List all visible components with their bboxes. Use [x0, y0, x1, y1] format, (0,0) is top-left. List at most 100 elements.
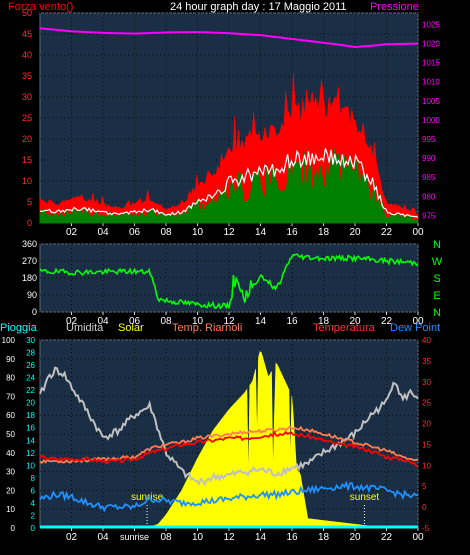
wind-y-axis: 0 5 10 15 20 25 30 35 40 45 50 — [22, 8, 32, 228]
legend-dew-point: Dew Point — [390, 322, 440, 334]
y-tick-label: 975 — [422, 211, 436, 220]
y-tick-label: 985 — [422, 173, 436, 182]
legend-umidita: Umidita — [66, 322, 104, 334]
direction-y-axis: 0 90 180 270 360 — [22, 239, 37, 317]
y-tick-label: 80 — [6, 374, 15, 383]
x-tick-label: 02 — [66, 227, 78, 238]
y-tick-label: 0 — [27, 218, 32, 228]
y-tick-label: 90 — [27, 290, 37, 300]
y-tick-label: 35 — [22, 71, 32, 81]
legend-solar: Solar — [118, 322, 144, 334]
y-tick-label: 8 — [31, 474, 36, 483]
compass-label: N — [433, 307, 441, 319]
y-tick-label: 0 — [422, 503, 427, 512]
x-tick-label: 06 — [129, 316, 141, 327]
x-tick-label: 08 — [160, 227, 172, 238]
y-tick-label: 25 — [22, 113, 32, 123]
legend-pioggia: Pioggia — [0, 322, 38, 334]
y-tick-label: 25 — [422, 399, 431, 408]
y-tick-label: 270 — [22, 256, 37, 266]
y-tick-label: 15 — [422, 440, 431, 449]
y-tick-label: 990 — [422, 154, 436, 163]
x-tick-label: 22 — [381, 227, 393, 238]
x-tick-label: 14 — [255, 532, 267, 543]
wind-pressure-panel: 02 04 06 08 10 12 14 16 18 20 22 000510152025303540… — [22, 8, 440, 238]
x-tick-label: 18 — [318, 532, 330, 543]
compass-label: W — [432, 256, 443, 268]
pressure-line — [39, 27, 419, 49]
y-tick-label: 1025 — [422, 20, 440, 29]
y-tick-label: 10 — [22, 176, 32, 186]
y-tick-label: 0 — [11, 524, 16, 533]
y-tick-label: 180 — [22, 273, 37, 283]
y-tick-label: 1010 — [422, 78, 440, 87]
y-tick-label: 90 — [6, 355, 15, 364]
y-tick-label: 18 — [26, 411, 35, 420]
x-tick-label: 18 — [318, 316, 330, 327]
y-tick-label: -5 — [422, 524, 430, 533]
y-tick-label: 360 — [22, 239, 37, 249]
y-tick-label: 35 — [422, 357, 431, 366]
y-tick-label: 20 — [422, 420, 431, 429]
x-tick-label: 00 — [412, 316, 424, 327]
y-tick-label: 28 — [26, 349, 35, 358]
sunset-label: sunset — [350, 492, 380, 503]
y-tick-label: 22 — [26, 386, 35, 395]
legend-temperatura: Temperatura — [313, 322, 376, 334]
wind-axis-label: Forza vento() — [8, 1, 73, 13]
y-tick-label: 20 — [6, 486, 15, 495]
y-tick-label: 24 — [26, 374, 35, 383]
x-tick-label: 20 — [349, 227, 361, 238]
x-tick-label: 14 — [255, 316, 267, 327]
x-tick-label: 22 — [381, 316, 393, 327]
dew-point-line — [39, 480, 419, 513]
y-tick-label: 70 — [6, 392, 15, 401]
y-tick-label: 30 — [6, 468, 15, 477]
x-tick-label: 20 — [349, 316, 361, 327]
y-tick-label: 1020 — [422, 40, 440, 49]
x-tick-label: 00 — [412, 227, 424, 238]
wind-avg-area — [39, 147, 419, 224]
temperature-line — [39, 430, 419, 468]
x-tick-label: 12 — [223, 532, 235, 543]
y-tick-label: 2 — [31, 511, 36, 520]
y-tick-label: 26 — [26, 361, 35, 370]
x-tick-label: 04 — [97, 227, 109, 238]
x-tick-label: 14 — [255, 227, 267, 238]
y-tick-label: 30 — [422, 378, 431, 387]
y-tick-label: 0 — [32, 307, 37, 317]
y-tick-label: 15 — [22, 155, 32, 165]
x-tick-label: 22 — [381, 532, 393, 543]
x-tick-label: 16 — [286, 316, 298, 327]
x-tick-label: 12 — [223, 316, 235, 327]
temp-riarnoli-line — [39, 425, 419, 464]
x-tick-label: sunrise — [120, 532, 149, 542]
compass-label: S — [433, 273, 440, 285]
y-tick-label: 60 — [6, 411, 15, 420]
x-tick-label: 08 — [160, 316, 172, 327]
x-tick-label: 02 — [66, 532, 78, 543]
y-tick-label: 14 — [26, 436, 35, 445]
x-tick-label: 10 — [192, 316, 204, 327]
y-tick-label: 10 — [6, 505, 15, 514]
y-tick-label: 100 — [2, 336, 16, 345]
y-tick-label: 12 — [26, 449, 35, 458]
y-tick-label: 1000 — [422, 116, 440, 125]
compass-label: E — [433, 290, 440, 302]
humidity-y-axis: 0 10 20 30 40 50 60 70 80 90 100 — [2, 336, 16, 533]
x-tick-label: 18 — [318, 227, 330, 238]
pressure-axis-label: Pressione — [370, 1, 419, 13]
temperature-humidity-panel: 02 04 sunrise 08 10 12 14 16 18 20 22 0001020304050… — [2, 336, 432, 543]
y-tick-label: 30 — [26, 336, 35, 345]
y-tick-label: 10 — [422, 461, 431, 470]
x-tick-label: 04 — [97, 532, 109, 543]
x-tick-label: 06 — [129, 227, 141, 238]
y-tick-label: 40 — [422, 336, 431, 345]
x-grid: 02 04 06 08 10 12 14 16 18 20 22 00 — [66, 244, 424, 327]
y-tick-label: 30 — [22, 92, 32, 102]
y-tick-label: 4 — [31, 499, 36, 508]
y-tick-label: 6 — [31, 486, 36, 495]
y-tick-label: 16 — [26, 424, 35, 433]
